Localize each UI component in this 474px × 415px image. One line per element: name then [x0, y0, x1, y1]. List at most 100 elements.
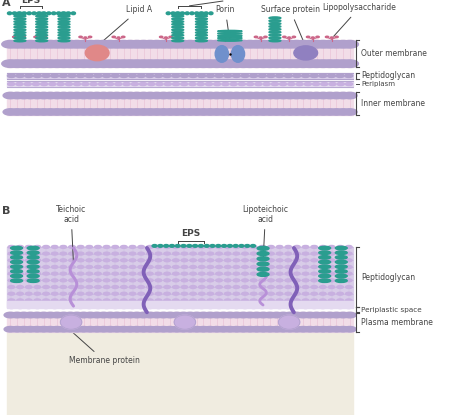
Circle shape: [319, 299, 326, 302]
Circle shape: [18, 312, 30, 318]
Circle shape: [346, 272, 352, 275]
Circle shape: [321, 83, 328, 85]
Circle shape: [109, 109, 124, 115]
Circle shape: [190, 292, 196, 295]
Ellipse shape: [170, 244, 174, 247]
Circle shape: [316, 36, 319, 38]
Circle shape: [268, 292, 274, 295]
Circle shape: [148, 60, 165, 67]
Circle shape: [276, 299, 283, 302]
Circle shape: [242, 259, 248, 262]
Circle shape: [103, 246, 110, 248]
Text: Periplastic space: Periplastic space: [361, 307, 422, 313]
Circle shape: [143, 93, 157, 99]
Circle shape: [95, 246, 101, 248]
Circle shape: [216, 306, 222, 308]
Circle shape: [17, 266, 23, 269]
Circle shape: [311, 272, 318, 275]
Text: Porin: Porin: [216, 5, 235, 39]
Circle shape: [259, 286, 265, 288]
Ellipse shape: [27, 265, 39, 269]
Ellipse shape: [269, 17, 281, 19]
Circle shape: [173, 259, 179, 262]
Circle shape: [59, 74, 67, 78]
Circle shape: [259, 299, 265, 302]
Circle shape: [34, 252, 41, 255]
Circle shape: [120, 246, 127, 248]
Ellipse shape: [269, 28, 281, 30]
Circle shape: [337, 306, 344, 308]
Ellipse shape: [71, 12, 75, 15]
Circle shape: [329, 83, 336, 85]
Circle shape: [255, 83, 262, 85]
Circle shape: [68, 40, 86, 48]
Circle shape: [112, 259, 118, 262]
Circle shape: [69, 292, 75, 295]
Circle shape: [290, 312, 303, 318]
Circle shape: [316, 109, 330, 115]
Circle shape: [292, 36, 296, 38]
Circle shape: [215, 40, 232, 48]
Circle shape: [229, 93, 244, 99]
Circle shape: [17, 246, 23, 248]
Circle shape: [146, 272, 153, 275]
Circle shape: [296, 93, 310, 99]
Circle shape: [120, 299, 127, 302]
Circle shape: [268, 252, 274, 255]
Ellipse shape: [172, 26, 184, 28]
Ellipse shape: [172, 32, 184, 34]
Circle shape: [250, 252, 257, 255]
Circle shape: [68, 74, 76, 78]
Circle shape: [276, 259, 283, 262]
Circle shape: [302, 259, 309, 262]
Circle shape: [255, 60, 272, 67]
Circle shape: [34, 246, 41, 248]
Circle shape: [181, 272, 188, 275]
Circle shape: [271, 83, 278, 85]
Circle shape: [8, 272, 15, 275]
Circle shape: [243, 109, 257, 115]
Circle shape: [341, 40, 358, 48]
Circle shape: [189, 74, 197, 78]
Circle shape: [257, 312, 270, 318]
Circle shape: [203, 93, 218, 99]
Circle shape: [33, 74, 41, 78]
Ellipse shape: [58, 34, 70, 36]
Circle shape: [3, 93, 18, 99]
Circle shape: [335, 40, 352, 48]
Circle shape: [337, 252, 344, 255]
Ellipse shape: [14, 26, 26, 28]
Circle shape: [129, 272, 136, 275]
Circle shape: [164, 292, 171, 295]
Circle shape: [11, 327, 23, 332]
Circle shape: [84, 327, 97, 332]
Ellipse shape: [195, 12, 199, 15]
Circle shape: [83, 109, 98, 115]
Circle shape: [137, 327, 150, 332]
Circle shape: [181, 286, 188, 288]
Ellipse shape: [14, 12, 26, 15]
Circle shape: [13, 36, 16, 38]
Circle shape: [268, 60, 285, 67]
Circle shape: [129, 292, 136, 295]
Circle shape: [64, 312, 77, 318]
Ellipse shape: [27, 279, 39, 283]
Ellipse shape: [218, 33, 242, 34]
Text: Teichoic
acid: Teichoic acid: [56, 205, 86, 261]
Circle shape: [197, 327, 210, 332]
Circle shape: [328, 266, 335, 269]
Circle shape: [86, 299, 92, 302]
Circle shape: [48, 40, 65, 48]
Circle shape: [82, 60, 99, 67]
Circle shape: [216, 109, 231, 115]
Circle shape: [60, 299, 67, 302]
Circle shape: [175, 40, 192, 48]
Circle shape: [249, 109, 264, 115]
Text: B: B: [2, 206, 11, 216]
Ellipse shape: [319, 260, 331, 264]
Circle shape: [241, 74, 249, 78]
Circle shape: [30, 93, 45, 99]
Circle shape: [44, 327, 57, 332]
Circle shape: [103, 306, 110, 308]
Ellipse shape: [36, 15, 47, 17]
